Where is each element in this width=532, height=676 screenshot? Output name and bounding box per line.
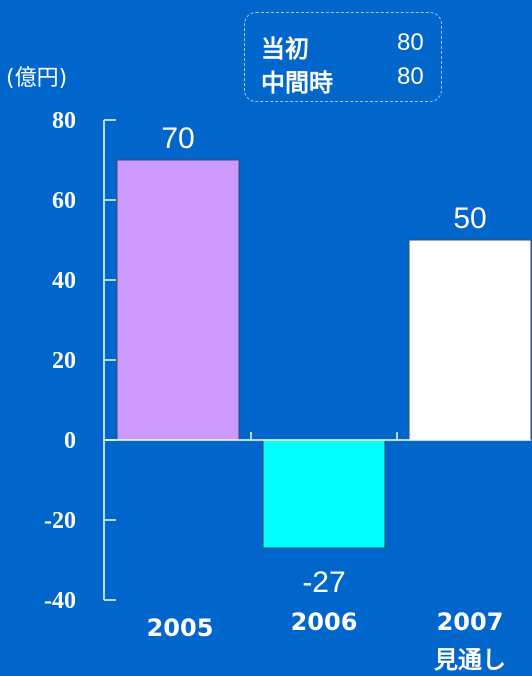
y-tick-label: 60 [52, 188, 76, 214]
legend-value: 80 [397, 63, 424, 90]
x-tick-label: 2006 [291, 608, 358, 636]
legend-key: 当初 [261, 36, 309, 63]
bar-2006 [262, 439, 386, 549]
legend-box: 当初 80 中間時 80 [244, 12, 442, 102]
x-tick-label: 2005 [147, 614, 214, 642]
y-tick-label: 80 [52, 108, 76, 134]
y-tick-label: -40 [44, 588, 76, 614]
legend-key: 中間時 [261, 70, 333, 97]
y-tick-label: 40 [52, 268, 76, 294]
bar-2005 [116, 159, 240, 441]
y-tick-label: 0 [64, 428, 76, 454]
data-label: -27 [302, 566, 345, 599]
bar-2007 [408, 239, 532, 441]
data-label: 70 [161, 122, 194, 155]
data-label: 50 [453, 202, 486, 235]
x-tick-sublabel: 見通し [434, 646, 506, 674]
unit-label: (億円) [6, 66, 68, 91]
legend-value: 80 [397, 29, 424, 56]
x-tick-label: 2007 [437, 608, 504, 636]
y-tick-label: -20 [44, 508, 76, 534]
y-tick-label: 20 [52, 348, 76, 374]
